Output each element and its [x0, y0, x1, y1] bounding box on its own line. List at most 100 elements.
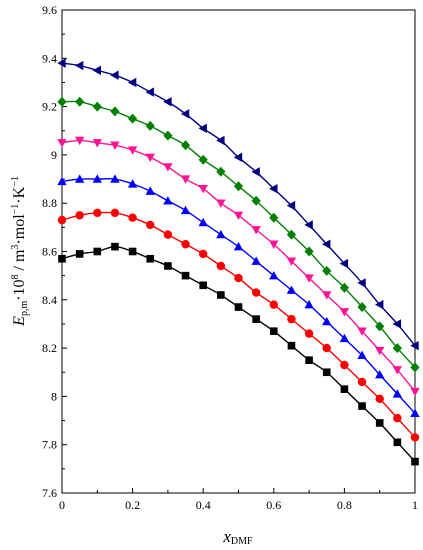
data-point-series-5 [392, 343, 402, 354]
y-tick-label: 8.4 [42, 293, 57, 307]
data-point-series-2 [181, 240, 190, 249]
data-point-series-4 [92, 139, 102, 148]
data-point-series-6 [269, 184, 278, 194]
y-tick-label: 9.6 [42, 3, 57, 17]
data-point-series-4 [339, 308, 350, 317]
data-point-series-2 [375, 394, 384, 404]
data-point-series-4 [57, 139, 67, 148]
y-axis-title-rest3: ·mol [11, 214, 28, 245]
data-point-series-2 [93, 208, 102, 218]
data-point-series-4 [180, 175, 191, 184]
y-tick-label: 8.2 [42, 341, 57, 355]
x-tick-label: 0.6 [266, 498, 281, 512]
data-point-series-4 [233, 211, 244, 220]
data-point-series-1 [287, 341, 296, 350]
data-point-series-6 [145, 87, 154, 97]
data-point-series-2 [234, 273, 243, 283]
data-point-series-5 [251, 195, 261, 206]
data-point-series-5 [269, 212, 279, 223]
data-point-series-6 [163, 97, 172, 107]
data-point-series-2 [75, 211, 84, 220]
data-point-series-5 [339, 282, 349, 293]
y-axis-title-sup1: 8 [10, 274, 21, 279]
data-point-series-4 [322, 291, 332, 300]
data-point-series-3 [198, 217, 208, 227]
data-point-series-5 [198, 154, 208, 165]
data-point-series-1 [393, 438, 402, 447]
data-point-series-3 [74, 174, 85, 183]
data-point-series-3 [286, 285, 297, 294]
data-point-series-1 [58, 254, 66, 263]
data-point-series-5 [304, 246, 314, 257]
data-point-series-4 [216, 199, 226, 208]
data-point-series-1 [358, 402, 366, 410]
y-axis-title-sup3: −1 [10, 204, 21, 215]
data-point-series-6 [251, 167, 260, 177]
data-point-series-5 [322, 265, 332, 276]
data-point-series-5 [180, 140, 191, 151]
data-point-series-6 [286, 200, 296, 211]
y-tick-label: 8 [51, 389, 57, 403]
y-tick-label: 8.6 [42, 245, 57, 259]
data-point-series-6 [216, 135, 225, 146]
axis-ticks [61, 9, 416, 494]
data-point-series-6 [339, 258, 349, 269]
data-point-series-3 [304, 299, 314, 309]
data-point-series-4 [163, 163, 173, 172]
y-axis-title-main: E [11, 316, 28, 327]
data-point-series-2 [269, 300, 278, 309]
data-point-series-5 [110, 106, 120, 117]
data-point-series-2 [163, 230, 173, 239]
data-point-series-3 [410, 408, 420, 418]
data-point-series-4 [304, 274, 314, 283]
y-tick-label: 7.8 [42, 438, 57, 452]
data-point-series-3 [110, 174, 120, 183]
data-point-series-3 [163, 196, 173, 205]
data-point-series-4 [110, 141, 120, 150]
y-tick-label: 9 [51, 148, 57, 162]
data-point-series-2 [128, 213, 137, 222]
data-point-series-6 [92, 65, 101, 76]
data-point-series-3 [392, 389, 403, 398]
data-point-series-4 [286, 257, 297, 266]
data-point-series-3 [322, 316, 332, 326]
data-point-series-4 [127, 146, 138, 155]
data-point-series-1 [375, 419, 384, 427]
data-point-series-2 [216, 261, 226, 271]
data-point-series-3 [180, 205, 191, 215]
data-point-series-1 [75, 250, 84, 258]
data-point-series-2 [340, 360, 349, 370]
data-point-series-5 [75, 96, 85, 107]
data-point-series-6 [392, 319, 402, 329]
tick-labels: 0 0.2 0.4 0.6 0.8 1 7.6 7.8 8 8.2 8.4 8.6 8.8 9 9.2 9.4… [42, 3, 418, 512]
data-point-series-3 [375, 369, 385, 379]
data-point-series-1 [128, 247, 137, 256]
data-point-series-5 [145, 120, 155, 131]
data-point-series-6 [357, 278, 366, 288]
data-point-series-3 [269, 270, 279, 280]
data-point-series-2 [304, 329, 314, 338]
data-point-series-4 [269, 240, 279, 249]
y-tick-label: 8.8 [42, 196, 57, 210]
data-point-series-1 [164, 262, 172, 270]
data-point-series-4 [74, 136, 85, 146]
data-point-series-1 [146, 254, 155, 263]
data-point-series-2 [251, 288, 261, 297]
y-tick-label: 9.2 [42, 100, 57, 114]
data-point-series-3 [216, 229, 226, 239]
series-markers [57, 58, 420, 466]
y-axis-title-rest2: / m [11, 249, 28, 274]
data-point-series-2 [287, 314, 296, 324]
y-axis-title-rest4: ·K [11, 186, 28, 203]
data-point-series-1 [270, 327, 278, 335]
data-point-series-2 [146, 220, 155, 230]
data-point-series-1 [217, 291, 225, 299]
x-axis-title-main: x [222, 527, 231, 546]
y-axis-title: Ep,m·108 / m3·mol−1·K−1 [10, 176, 30, 327]
data-point-series-2 [357, 377, 367, 387]
data-point-series-4 [251, 226, 261, 235]
data-point-series-5 [233, 181, 244, 192]
x-axis-title-sub: DMF [231, 536, 253, 547]
data-point-series-3 [57, 176, 67, 186]
